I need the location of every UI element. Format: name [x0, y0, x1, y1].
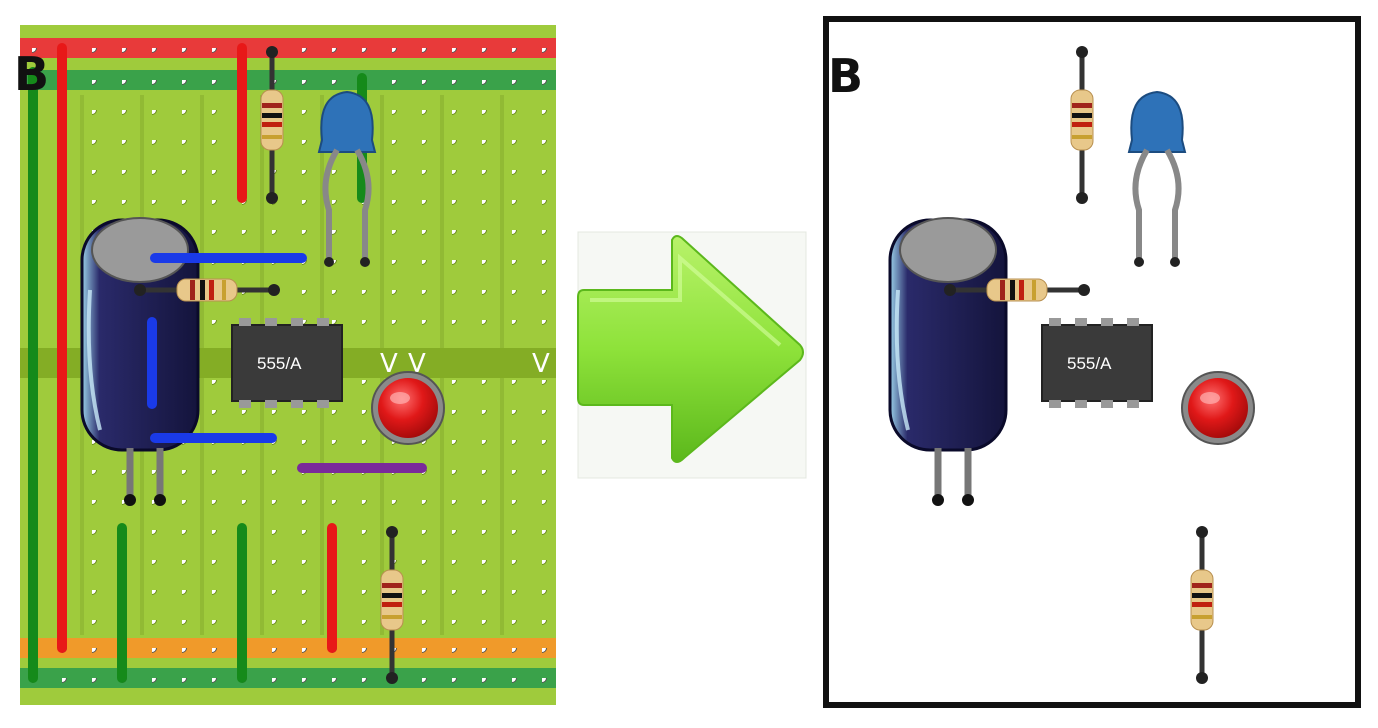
right-corner-letter: B	[828, 49, 863, 103]
left-corner-letter: B	[14, 47, 49, 101]
channel-mark-1: V	[380, 349, 398, 379]
layout-panel: B 555/A	[823, 16, 1361, 708]
ic-555: 555/A	[231, 317, 343, 409]
stripboard-panel: V V V 555/A B	[14, 25, 556, 705]
arrow-right-icon	[577, 231, 807, 479]
ic-label: 555/A	[1067, 354, 1112, 373]
led	[1181, 371, 1255, 445]
ic-label: 555/A	[257, 354, 302, 373]
channel-mark-3: V	[532, 349, 550, 379]
ic-555: 555/A	[1041, 317, 1153, 409]
led	[371, 371, 445, 445]
